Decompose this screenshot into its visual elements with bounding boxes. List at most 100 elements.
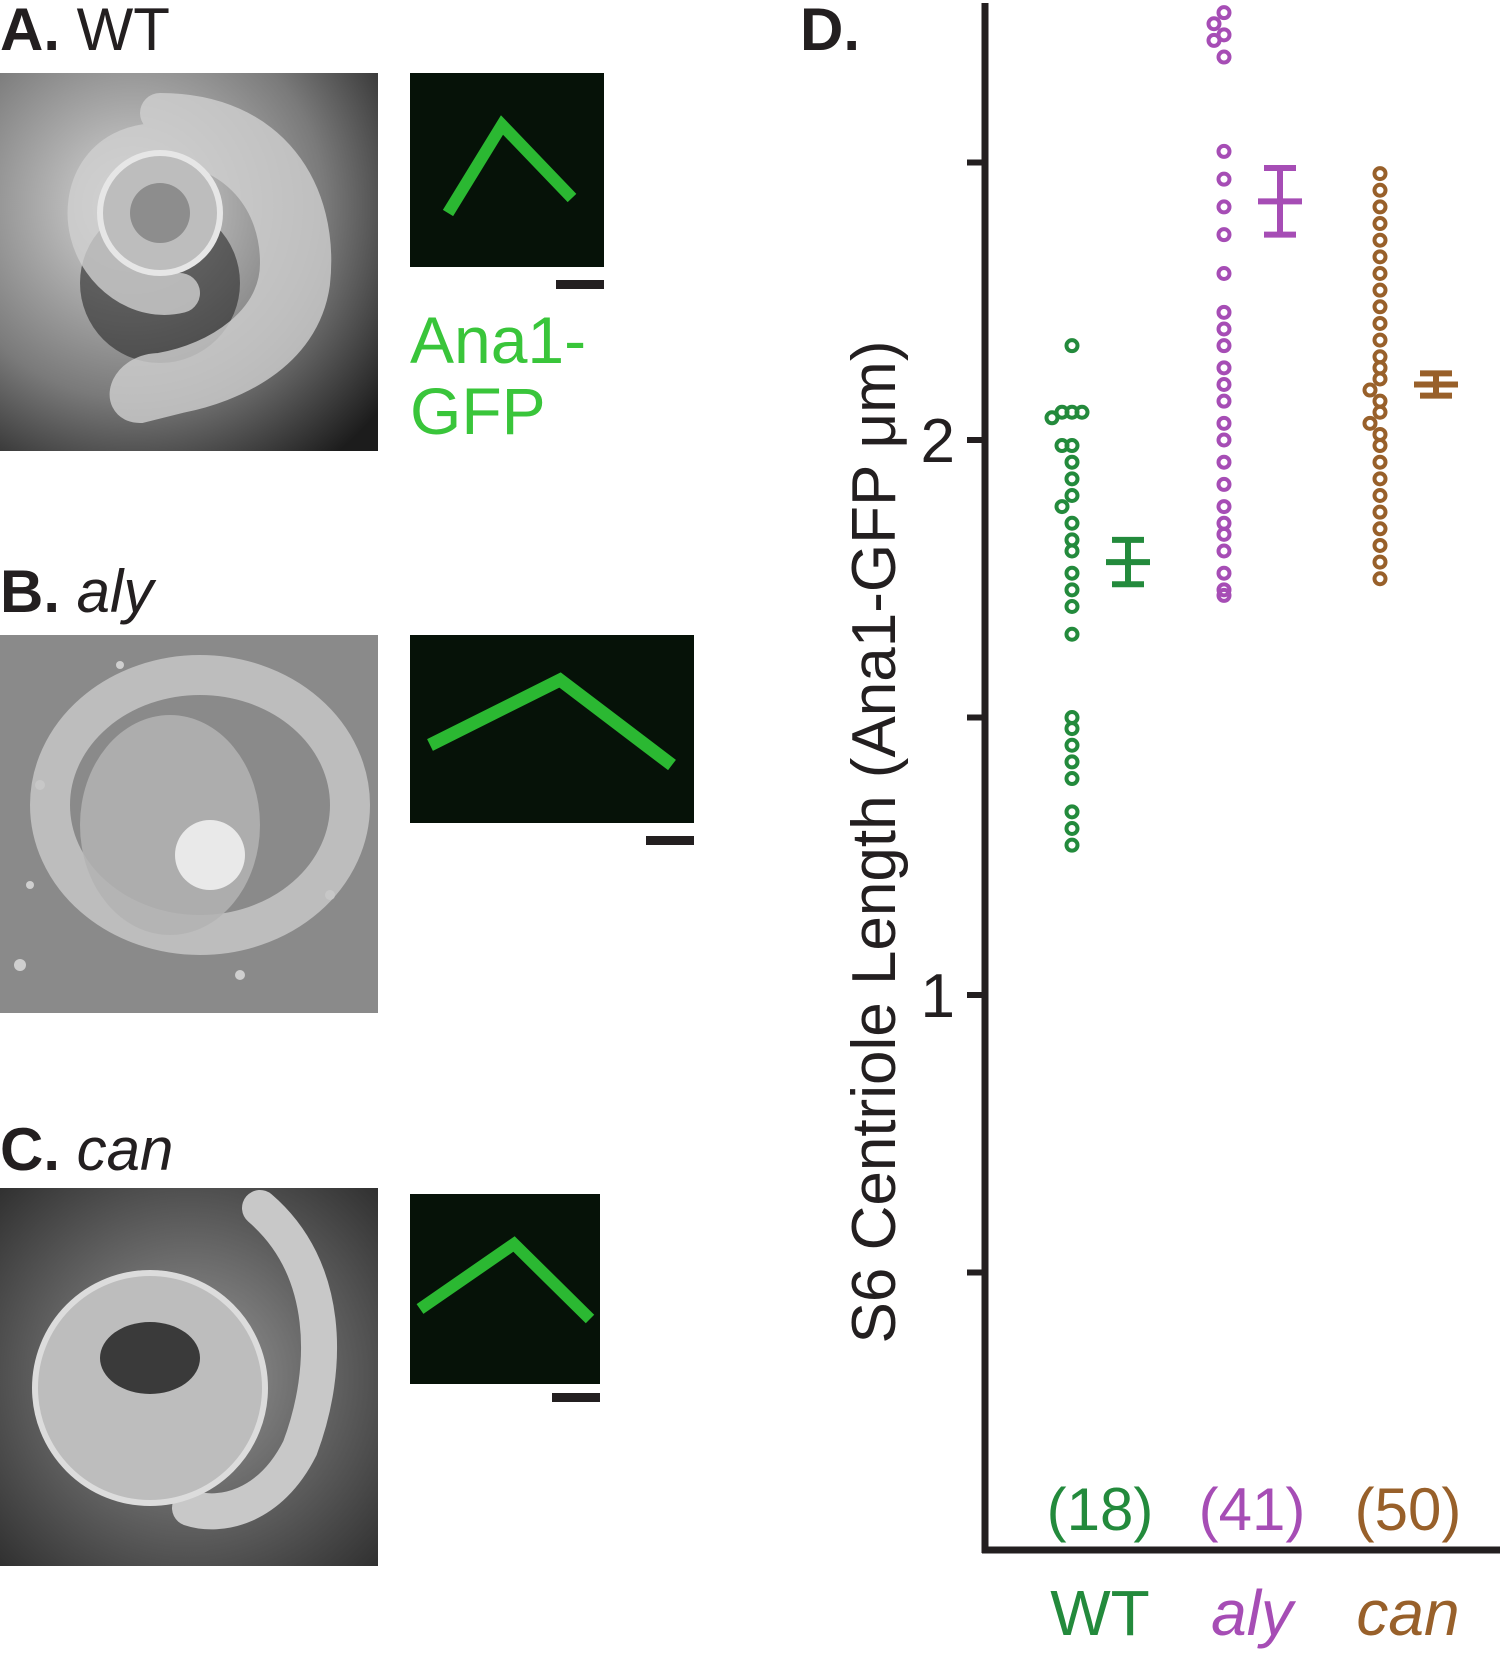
y-axis-title: S6 Centriole Length (Ana1-GFP μm) [840, 341, 909, 1344]
data-point-can [1372, 232, 1388, 248]
ana1-gfp-image-can [410, 1194, 600, 1384]
data-point-wt [1064, 721, 1080, 737]
data-point-aly [1216, 526, 1232, 542]
data-point-wt [1064, 737, 1080, 753]
scale-bar-c [552, 1393, 600, 1402]
data-point-aly [1216, 476, 1232, 492]
data-point-wt [1064, 771, 1080, 787]
data-point-can [1372, 471, 1388, 487]
data-point-wt [1064, 338, 1080, 354]
category-label-wt: WT [1050, 1577, 1150, 1649]
y-tick-label: 1 [921, 962, 955, 1031]
data-point-aly [1216, 454, 1232, 470]
count-label-can: (50) [1355, 1476, 1462, 1543]
panel-d-letter: D. [800, 0, 860, 63]
data-point-wt [1064, 582, 1080, 598]
panel-c-letter: C. [0, 1116, 60, 1183]
panel-d-label: D. [800, 0, 860, 60]
data-point-wt [1064, 754, 1080, 770]
data-point-aly [1206, 32, 1222, 48]
data-point-can [1372, 537, 1388, 553]
data-point-can [1372, 266, 1388, 281]
data-point-aly [1216, 360, 1232, 376]
data-point-wt [1064, 804, 1080, 820]
panel-a-letter: A. [0, 0, 60, 63]
data-point-aly [1216, 49, 1232, 65]
data-point-can [1372, 332, 1388, 348]
data-point-wt [1064, 488, 1080, 503]
panel-c-genotype: can [76, 1116, 174, 1183]
data-point-can [1372, 199, 1388, 215]
data-point-can [1372, 571, 1388, 587]
ana1-gfp-image-wt [410, 73, 604, 267]
data-point-aly [1216, 543, 1232, 559]
scale-bar-a [556, 280, 604, 289]
data-point-can [1372, 521, 1388, 537]
panel-a-genotype: WT [76, 0, 170, 63]
data-point-wt [1064, 515, 1080, 531]
testis-image-aly [0, 635, 378, 1013]
data-point-wt [1064, 565, 1080, 581]
data-point-can [1372, 282, 1388, 298]
data-point-wt [1064, 821, 1080, 836]
data-point-aly [1206, 16, 1222, 32]
data-point-can [1372, 166, 1388, 182]
count-label-wt: (18) [1047, 1476, 1154, 1543]
data-point-aly [1216, 227, 1232, 243]
data-point-wt [1064, 837, 1080, 853]
data-point-aly [1216, 171, 1232, 187]
data-point-aly [1216, 432, 1232, 448]
data-point-can [1362, 382, 1378, 398]
data-point-can [1372, 371, 1388, 387]
data-point-aly [1216, 499, 1232, 515]
gfp-label-line1: Ana1- [410, 303, 587, 377]
panel-b-label: B. aly [0, 562, 153, 622]
data-point-can [1372, 315, 1388, 331]
data-point-wt [1064, 543, 1080, 559]
data-point-can [1362, 415, 1378, 431]
data-point-aly [1216, 321, 1232, 337]
data-point-can [1372, 182, 1388, 198]
data-point-can [1372, 438, 1388, 454]
data-point-aly [1216, 377, 1232, 392]
category-label-aly: aly [1211, 1577, 1297, 1649]
data-point-can [1372, 216, 1388, 232]
panel-b-letter: B. [0, 558, 60, 625]
data-point-wt [1064, 471, 1080, 487]
panel-c-label: C. can [0, 1120, 173, 1180]
data-point-wt [1074, 404, 1090, 420]
data-point-can [1372, 299, 1388, 315]
data-point-aly [1216, 565, 1232, 581]
data-point-aly [1216, 143, 1232, 159]
data-point-aly [1216, 393, 1232, 409]
data-point-aly [1216, 304, 1232, 320]
testis-image-can [0, 1188, 378, 1566]
data-point-aly [1216, 266, 1232, 281]
count-label-aly: (41) [1199, 1476, 1306, 1543]
y-tick-label: 2 [921, 407, 955, 476]
data-point-wt [1064, 454, 1080, 470]
data-point-wt [1064, 626, 1080, 642]
data-point-wt [1044, 410, 1060, 426]
data-point-can [1372, 249, 1388, 265]
data-point-wt [1054, 499, 1070, 515]
data-point-aly [1216, 199, 1232, 215]
data-point-aly [1216, 5, 1232, 21]
scale-bar-b [646, 836, 694, 845]
data-point-wt [1054, 438, 1070, 454]
ana1-gfp-label: Ana1- GFP [410, 303, 587, 449]
panel-a-label: A. WT [0, 0, 170, 60]
data-point-can [1372, 404, 1388, 420]
panel-b-genotype: aly [76, 558, 154, 625]
category-label-can: can [1356, 1577, 1459, 1649]
data-point-aly [1216, 338, 1232, 354]
data-point-can [1372, 504, 1388, 520]
data-point-can [1372, 454, 1388, 470]
data-point-can [1372, 554, 1388, 570]
data-point-aly [1216, 415, 1232, 431]
data-point-can [1372, 488, 1388, 503]
ana1-gfp-image-aly [410, 635, 694, 823]
gfp-label-line2: GFP [410, 374, 546, 449]
data-point-aly [1216, 582, 1232, 598]
